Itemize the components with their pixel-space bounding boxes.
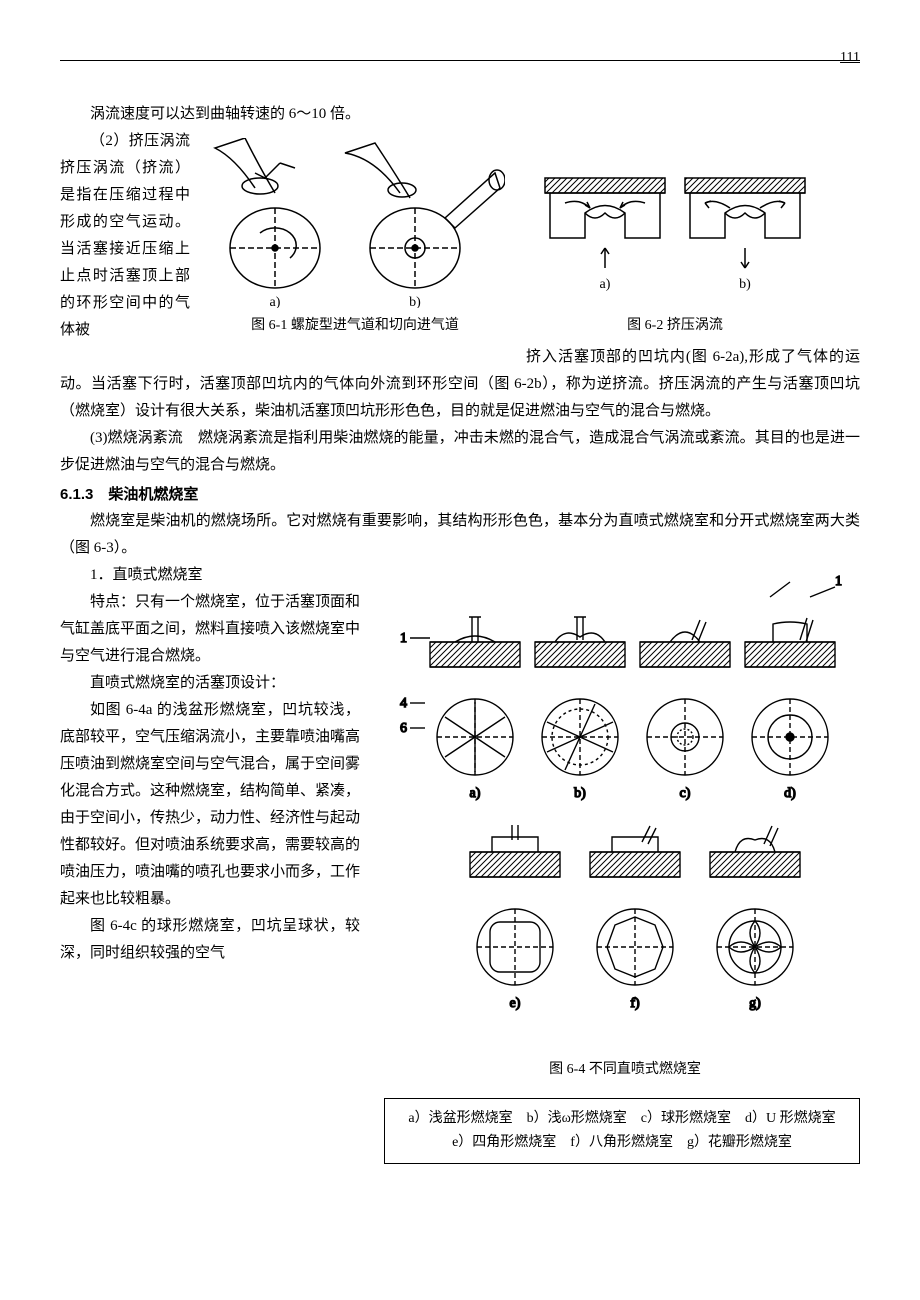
fig61-label-a: a) [270,295,281,308]
fig64-lbl-e: e) [510,996,521,1011]
paragraph-4: 燃烧室是柴油机的燃烧场所。它对燃烧有重要影响，其结构形形色色，基本分为直喷式燃烧… [60,508,860,562]
fig64-lbl-b: b) [574,786,586,801]
fig64-num1: 1 [400,631,407,646]
fig64-lbl-a: a) [470,786,481,801]
figure-6-2: a) b) 图 6-2 挤压涡流 [535,168,815,334]
paragraph-2a: （2）挤压涡流 挤压涡流（挤流）是指在压缩过程中形成的空气运动。当活塞接近压缩上… [60,128,190,344]
paragraph-7: 直喷式燃烧室的活塞顶设计： [60,670,360,697]
fig64-lbl-c: c) [680,786,691,801]
figure-6-4: 1 4 6 1 [390,572,860,1078]
fig61-label-b: b) [409,295,421,308]
fig62-caption: 图 6-2 挤压涡流 [535,314,815,334]
fig64-lbl-d: d) [784,786,796,801]
paragraph-2b-text: 挤入活塞顶部的凹坑内(图 6-2a),形成了气体的运动。当活塞下行时，活塞顶部凹… [60,349,860,419]
fig-6-1-svg: a) b) [205,138,505,308]
fig64-legend-text: a）浅盆形燃烧室 b）浅ω形燃烧室 c）球形燃烧室 d）U 形燃烧室 e）四角形… [408,1111,849,1150]
section-6-1-3-title: 6.1.3 柴油机燃烧室 [60,483,860,504]
paragraph-5: 1．直喷式燃烧室 [60,562,360,589]
fig64-num6: 6 [400,721,407,736]
fig62-label-a: a) [600,277,611,292]
paragraph-9: 图 6-4c 的球形燃烧室，凹坑呈球状，较深，同时组织较强的空气 [60,913,360,967]
fig64-num4: 4 [400,696,407,711]
paragraph-6: 特点：只有一个燃烧室，位于活塞顶面和气缸盖底平面之间，燃料直接喷入该燃烧室中与空… [60,589,360,670]
paragraph-intro: 涡流速度可以达到曲轴转速的 6～10 倍。 [60,101,860,128]
fig64-caption: 图 6-4 不同直喷式燃烧室 [390,1058,860,1078]
paragraph-3: (3)燃烧涡紊流 燃烧涡紊流是指利用柴油燃烧的能量，冲击未燃的混合气，造成混合气… [60,425,860,479]
fig-6-4-svg: 1 4 6 1 [390,572,860,1052]
paragraph-2b: 挤入活塞顶部的凹坑内(图 6-2a),形成了气体的运动。当活塞下行时，活塞顶部凹… [60,344,860,425]
figure-6-1: a) b) 图 6-1 螺旋型进气道和切向进气道 [205,138,505,334]
paragraph-8: 如图 6-4a 的浅盆形燃烧室，凹坑较浅，底部较平，空气压缩涡流小，主要靠喷油嘴… [60,697,360,913]
page-number: 111 [840,50,860,66]
fig64-lbl-g: g) [749,996,761,1011]
svg-text:1: 1 [835,574,842,589]
fig61-caption: 图 6-1 螺旋型进气道和切向进气道 [205,314,505,334]
fig64-legend-box: a）浅盆形燃烧室 b）浅ω形燃烧室 c）球形燃烧室 d）U 形燃烧室 e）四角形… [384,1098,860,1164]
top-rule [60,60,860,61]
fig-6-2-svg: a) b) [535,168,815,308]
fig62-label-b: b) [739,277,751,292]
fig64-lbl-f: f) [630,996,640,1011]
